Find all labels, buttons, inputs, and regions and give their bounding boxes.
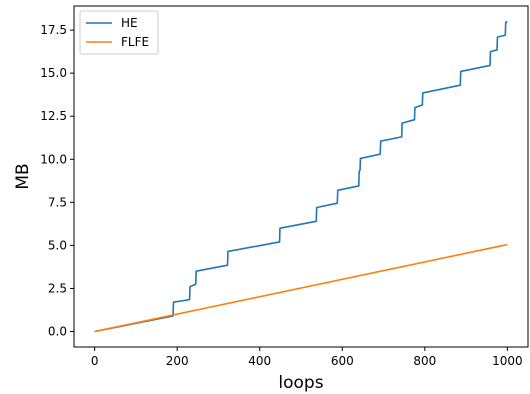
x-tick-label: 600: [331, 354, 354, 368]
x-tick-label: 800: [413, 354, 436, 368]
y-tick-label: 15.0: [40, 66, 67, 80]
legend-box: [79, 10, 159, 55]
plot-frame: [73, 5, 529, 348]
x-tick-label: 0: [91, 354, 99, 368]
y-tick-label: 12.5: [40, 109, 67, 123]
y-axis-label: MB: [13, 163, 33, 189]
series-line-flfe: [94, 243, 508, 333]
y-tick-label: 10.0: [40, 152, 67, 166]
plot-lines: [94, 20, 508, 333]
y-tick-label: 0.0: [48, 325, 67, 339]
x-axis-label: loops: [278, 373, 323, 393]
y-axis-ticks: 0.0 2.5 5.0 7.5 10.0 12.5 15.0 17.5: [40, 23, 74, 339]
legend: HE FLFE: [79, 10, 159, 55]
x-axis-ticks: 0 200 400 600 800 1000: [91, 347, 523, 368]
y-tick-label: 7.5: [48, 195, 67, 209]
series-line-he: [94, 20, 508, 333]
x-tick-label: 200: [166, 354, 189, 368]
x-tick-label: 1000: [492, 354, 523, 368]
y-tick-label: 5.0: [48, 238, 67, 252]
y-tick-label: 17.5: [40, 23, 67, 37]
y-tick-label: 2.5: [48, 281, 67, 295]
x-tick-label: 400: [248, 354, 271, 368]
legend-label-flfe: FLFE: [121, 35, 149, 49]
legend-label-he: HE: [121, 16, 138, 30]
